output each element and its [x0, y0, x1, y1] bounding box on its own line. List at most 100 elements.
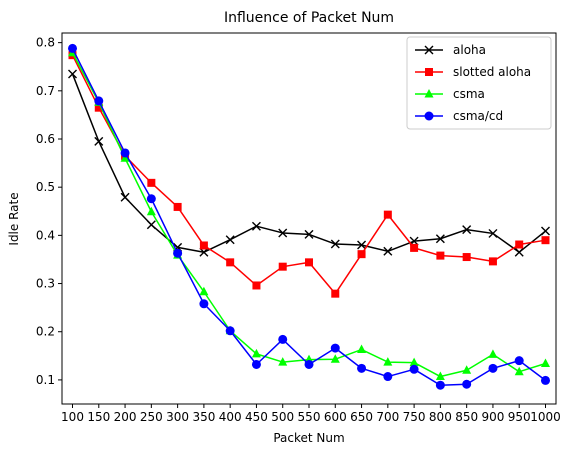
data-point	[462, 379, 472, 389]
data-point	[330, 354, 340, 363]
data-point	[330, 343, 340, 353]
data-point	[278, 262, 287, 271]
data-point	[488, 228, 498, 238]
plot-area: 0.1 0.2 0.3 0.4 0.5 0.6 0.7 0.8 100 150 200 250 300 3…	[36, 32, 561, 424]
data-point	[252, 281, 261, 290]
data-point	[357, 250, 366, 259]
data-point	[305, 258, 313, 267]
data-point	[540, 226, 550, 236]
x-tick-label: 100	[61, 410, 84, 424]
data-point	[357, 344, 367, 354]
x-tick-label: 150	[87, 410, 110, 424]
data-point	[68, 69, 78, 79]
data-point	[173, 202, 182, 211]
data-point	[514, 356, 524, 366]
data-point	[357, 363, 367, 373]
data-point	[540, 358, 550, 368]
data-point	[278, 334, 288, 344]
data-point	[435, 234, 445, 244]
legend-marker	[425, 68, 433, 76]
data-point	[330, 239, 340, 249]
data-point	[331, 289, 340, 298]
data-point	[383, 357, 393, 366]
data-point	[199, 286, 209, 296]
x-axis-label: Packet Num	[273, 431, 344, 445]
data-point	[278, 228, 288, 238]
y-tick-label: 0.7	[36, 84, 55, 98]
data-point	[251, 348, 261, 358]
data-point	[146, 220, 156, 230]
data-point	[410, 243, 419, 252]
data-point	[94, 96, 104, 106]
y-tick-label: 0.1	[36, 373, 55, 387]
data-point	[68, 43, 78, 53]
chart-title: Influence of Packet Num	[224, 10, 394, 26]
data-point	[383, 246, 393, 256]
data-point	[225, 235, 235, 245]
data-point	[462, 225, 472, 235]
data-point	[304, 359, 314, 369]
y-tick-label: 0.5	[36, 180, 55, 194]
x-tick-label: 950	[508, 410, 531, 424]
x-tick-label: 650	[350, 410, 373, 424]
data-point	[251, 221, 261, 231]
data-point	[94, 136, 104, 146]
legend-label: aloha	[453, 43, 486, 57]
data-point	[120, 148, 130, 158]
data-point	[541, 236, 550, 245]
y-tick-label: 0.6	[36, 132, 55, 146]
data-point	[304, 229, 314, 239]
data-point	[462, 365, 472, 374]
data-point	[199, 247, 209, 257]
data-point	[251, 359, 261, 369]
data-point	[488, 349, 498, 358]
legend: aloha slotted aloha csma csma/cd	[406, 36, 552, 130]
data-point	[226, 258, 235, 267]
x-tick-label: 450	[245, 410, 268, 424]
data-point	[514, 247, 524, 257]
data-point	[462, 253, 471, 262]
data-point	[199, 299, 209, 309]
data-point	[146, 194, 156, 204]
y-tick-label: 0.3	[36, 277, 55, 291]
x-tick-label: 500	[271, 410, 294, 424]
data-point	[435, 371, 445, 381]
data-point	[225, 326, 235, 336]
data-point	[357, 240, 367, 250]
data-point	[383, 210, 392, 219]
y-axis-label: Idle Rate	[7, 192, 21, 245]
x-tick-label: 550	[298, 410, 321, 424]
legend-label: slotted aloha	[453, 65, 531, 79]
data-point	[94, 103, 103, 112]
data-point	[199, 241, 208, 250]
y-tick-label: 0.4	[36, 228, 55, 242]
x-tick-label: 850	[455, 410, 478, 424]
data-point	[540, 375, 550, 385]
data-point	[278, 357, 288, 366]
data-point	[173, 248, 183, 258]
x-tick-label: 900	[481, 410, 504, 424]
x-tick-label: 200	[114, 410, 137, 424]
legend-marker	[424, 111, 434, 121]
data-point	[120, 192, 130, 202]
x-tick-label: 250	[140, 410, 163, 424]
data-point	[436, 251, 445, 260]
legend-label: csma	[453, 87, 485, 101]
x-tick-label: 600	[324, 410, 347, 424]
x-tick-label: 700	[376, 410, 399, 424]
data-point	[435, 380, 445, 390]
legend-label: csma/cd	[453, 109, 503, 123]
legend-marker	[424, 45, 434, 55]
data-point	[514, 366, 524, 376]
data-point	[409, 357, 419, 367]
x-tick-label: 750	[403, 410, 426, 424]
data-point	[147, 178, 156, 187]
x-tick-label: 400	[219, 410, 242, 424]
data-point	[409, 364, 419, 374]
y-tick-label: 0.8	[36, 36, 55, 50]
x-tick-label: 1000	[530, 410, 561, 424]
x-tick-label: 350	[192, 410, 215, 424]
y-tick-label: 0.2	[36, 325, 55, 339]
